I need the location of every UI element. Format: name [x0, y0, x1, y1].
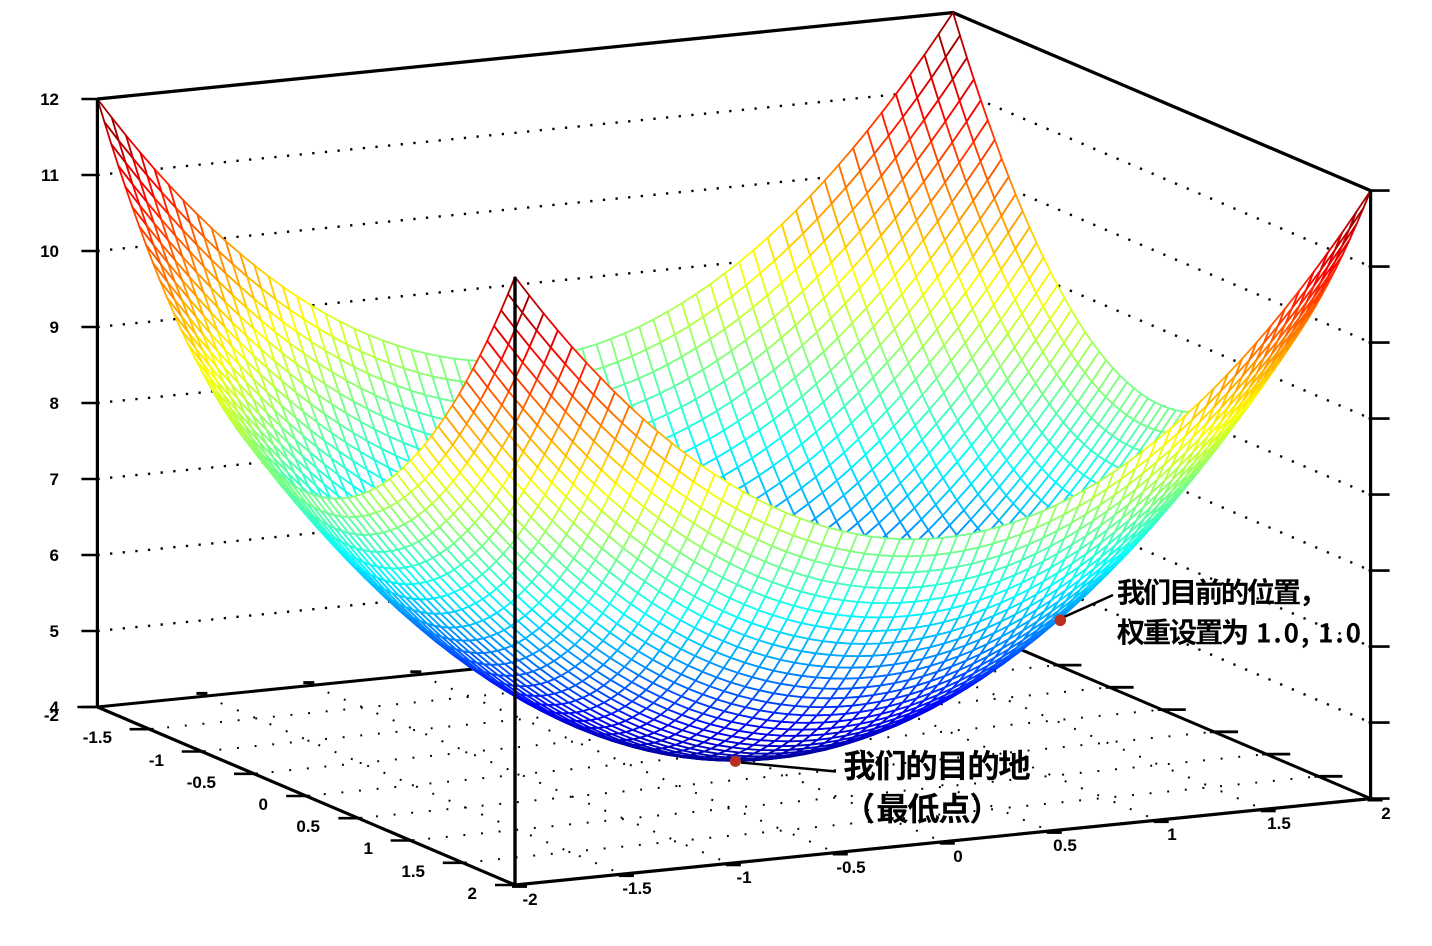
svg-text:1.5: 1.5 [1267, 814, 1291, 833]
svg-text:1: 1 [1167, 825, 1176, 844]
svg-text:1.5: 1.5 [401, 862, 425, 881]
svg-text:5: 5 [50, 622, 59, 641]
svg-text:-0.5: -0.5 [836, 858, 865, 877]
svg-text:10: 10 [40, 242, 59, 261]
svg-text:6: 6 [50, 546, 59, 565]
svg-text:-1: -1 [736, 868, 751, 887]
svg-text:4: 4 [50, 698, 60, 717]
svg-text:-1.5: -1.5 [83, 728, 112, 747]
svg-text:8: 8 [50, 394, 59, 413]
svg-text:7: 7 [50, 470, 59, 489]
svg-text:-2: -2 [44, 706, 59, 725]
svg-text:0.5: 0.5 [296, 817, 320, 836]
svg-text:0: 0 [259, 795, 268, 814]
svg-text:0: 0 [953, 847, 962, 866]
svg-text:9: 9 [50, 318, 59, 337]
svg-text:12: 12 [40, 90, 59, 109]
svg-text:-1: -1 [149, 751, 164, 770]
svg-text:0.5: 0.5 [1053, 836, 1077, 855]
svg-text:2: 2 [1381, 804, 1390, 823]
svg-text:-2: -2 [522, 890, 537, 909]
svg-text:-1.5: -1.5 [622, 879, 651, 898]
svg-text:-0.5: -0.5 [187, 773, 216, 792]
svg-text:2: 2 [468, 884, 477, 903]
svg-text:11: 11 [41, 166, 59, 185]
svg-text:1: 1 [364, 839, 373, 858]
